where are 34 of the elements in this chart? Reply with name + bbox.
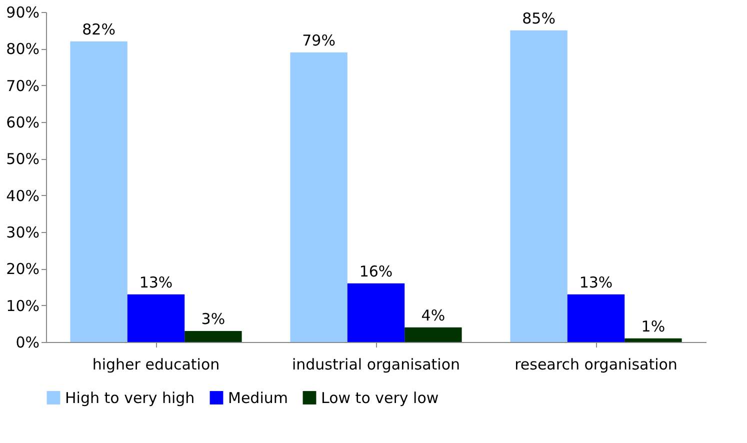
data-label: 13% — [579, 273, 613, 292]
legend-label: Medium — [228, 388, 288, 407]
x-tick-label: research organisation — [514, 356, 678, 374]
y-tick-label: 20% — [6, 260, 40, 278]
bar — [127, 294, 185, 342]
data-label: 1% — [641, 317, 666, 336]
bar — [404, 327, 462, 342]
legend-label: Low to very low — [321, 388, 439, 407]
data-label: 82% — [82, 20, 116, 38]
y-tick-label: 30% — [6, 224, 40, 242]
bar — [290, 52, 348, 342]
x-tick-label: higher education — [92, 356, 220, 374]
legend-label: High to very high — [65, 388, 195, 407]
y-tick-label: 50% — [6, 150, 40, 168]
data-label: 3% — [201, 310, 226, 328]
bar — [347, 283, 405, 342]
data-label: 79% — [302, 31, 336, 50]
y-tick-label: 80% — [6, 40, 40, 58]
y-tick-label: 10% — [6, 296, 40, 315]
bar — [184, 331, 242, 342]
data-label: 4% — [421, 306, 446, 324]
y-tick-label: 70% — [6, 76, 40, 95]
y-tick-label: 40% — [6, 186, 40, 205]
y-tick-label: 0% — [16, 334, 40, 352]
x-tick-label: industrial organisation — [292, 356, 460, 374]
data-label: 85% — [522, 9, 556, 28]
bar — [510, 30, 568, 342]
y-tick-label: 90% — [6, 4, 40, 22]
bar — [624, 338, 682, 342]
y-tick-label: 60% — [6, 114, 40, 132]
bar — [567, 294, 625, 342]
data-label: 16% — [359, 262, 393, 280]
bar — [70, 41, 128, 342]
data-label: 13% — [139, 273, 173, 292]
